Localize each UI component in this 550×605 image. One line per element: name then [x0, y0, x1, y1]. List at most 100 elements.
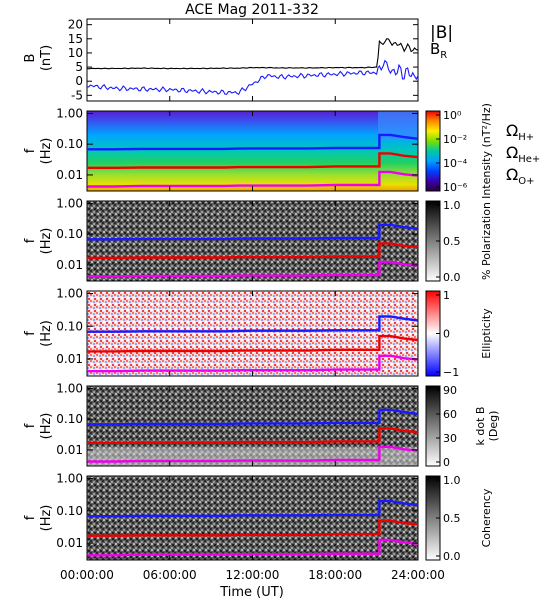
colorbar-tick-label: 10⁻⁶ — [443, 181, 468, 194]
colorbar-tick-label: 0 — [443, 328, 450, 341]
f-ytick-label: 0.10 — [56, 137, 83, 151]
x-tick-label: 12:00:00 — [226, 568, 280, 582]
colorbar-label: Ellipticity — [480, 308, 493, 359]
gyrofreq-line-oplus — [87, 354, 419, 373]
f-ytick-label: 1.00 — [56, 381, 83, 395]
gyro-legend-sub: O+ — [518, 176, 534, 187]
colorbar-tick-label: 0.5 — [443, 235, 461, 248]
f-ytick-label: 0.10 — [56, 504, 83, 518]
gyrofreq-line-hplus — [87, 315, 419, 333]
f-ytick-label: 0.10 — [56, 319, 83, 333]
colorbar-tick-label: 60 — [443, 408, 457, 421]
x-tick-label: 00:00:00 — [60, 568, 114, 582]
f-ytick-label: 1.00 — [56, 472, 83, 486]
gyro-legend-item: ΩHe+ — [506, 143, 540, 165]
f-ytick-label: 1.00 — [56, 196, 83, 210]
f-ylabel: f — [23, 515, 38, 520]
spectrogram-coherency — [87, 476, 418, 560]
legend-br: BR — [430, 40, 447, 61]
gyrofreq-line-hplus — [87, 408, 419, 426]
gyrofreq-line-heplus — [87, 152, 419, 170]
colorbar-intensity — [425, 110, 441, 192]
colorbar-tick-label: 0.5 — [443, 512, 461, 525]
x-tick-label: 18:00:00 — [308, 568, 362, 582]
gyrofreq-line-heplus — [87, 427, 419, 444]
gyrofreq-line-hplus — [87, 133, 419, 151]
f-ytick-label: 0.10 — [56, 227, 83, 241]
colorbar-label-unit: (Deg) — [487, 411, 500, 442]
b-ytick-label: 5 — [75, 60, 83, 74]
f-ytick-label: 0.01 — [56, 352, 83, 366]
gyro-legend-sub: He+ — [518, 154, 540, 165]
b-ytick-label: 10 — [68, 46, 83, 60]
f-ylabel: f — [23, 331, 38, 336]
colorbar-tick-label: 10⁻⁴ — [443, 157, 468, 170]
gyrofreq-line-hplus — [87, 499, 419, 518]
f-ytick-label: 0.10 — [56, 412, 83, 426]
series-babs — [86, 38, 419, 70]
f-ylabel-unit: (Hz) — [39, 505, 54, 532]
b-ylabel: B — [23, 54, 38, 63]
colorbar-tick-label: 0 — [443, 456, 450, 469]
gyrofreq-line-heplus — [87, 519, 419, 537]
legend-babs: |B| — [430, 23, 453, 43]
gyro-legend-sub: H+ — [518, 132, 534, 143]
spectrogram-polarization — [87, 201, 418, 281]
f-ytick-label: 0.01 — [56, 258, 83, 272]
colorbar-kdotb — [425, 385, 441, 467]
colorbar-label: Intensity (nT²/Hz) — [480, 103, 493, 199]
colorbar-tick-label: 10⁻² — [443, 133, 467, 146]
b-legend: |B| BR — [430, 23, 453, 61]
b-ytick-label: -5 — [71, 88, 83, 102]
f-ylabel: f — [23, 148, 38, 153]
colorbar-tick-label: 1.0 — [443, 474, 461, 487]
colorbar-tick-label: 0.0 — [443, 271, 461, 284]
gyrofreq-line-hplus — [87, 223, 419, 241]
f-ylabel: f — [23, 238, 38, 243]
figure-title: ACE Mag 2011-332 — [185, 2, 319, 18]
b-ytick-label: 20 — [68, 18, 83, 32]
f-ytick-label: 1.00 — [56, 106, 83, 120]
colorbar-tick-label: 10⁰ — [443, 109, 462, 122]
f-ylabel-unit: (Hz) — [39, 138, 54, 165]
x-tick-label: 06:00:00 — [143, 568, 197, 582]
x-tick-label: 24:00:00 — [391, 568, 445, 582]
b-panel-frame — [86, 18, 419, 102]
colorbar-tick-label: 1 — [443, 289, 450, 302]
x-axis-label: Time (UT) — [219, 585, 284, 600]
gyro-legend-item: ΩO+ — [506, 165, 534, 187]
colorbar-tick-label: 1.0 — [443, 199, 461, 212]
gyrofreq-line-heplus — [87, 242, 419, 259]
colorbar-label: Coherency — [480, 488, 493, 547]
f-ytick-label: 0.01 — [56, 443, 83, 457]
series-br — [87, 59, 419, 96]
spectrogram-intensity — [87, 111, 418, 191]
gyrofreq-line-oplus — [87, 445, 419, 463]
f-ytick-label: 0.01 — [56, 536, 83, 550]
gyrofreq-line-oplus — [87, 170, 419, 188]
f-ylabel-unit: (Hz) — [39, 413, 54, 440]
f-ytick-label: 1.00 — [56, 287, 83, 301]
f-ylabel-unit: (Hz) — [39, 228, 54, 255]
gyrofreq-line-oplus — [87, 538, 419, 557]
b-ytick-label: 0 — [75, 74, 83, 88]
f-ytick-label: 0.01 — [56, 168, 83, 182]
gyrofreq-line-heplus — [87, 334, 419, 353]
x-axis: 00:00:00 06:00:00 12:00:00 18:00:00 24:00:00 — [60, 19, 445, 582]
colorbar-tick-label: −1 — [443, 366, 459, 379]
gyrofreq-line-oplus — [87, 260, 419, 278]
colorbar-tick-label: 0.0 — [443, 550, 461, 563]
colorbar-label: % Polarization — [480, 202, 493, 280]
gyro-legend: ΩH+ΩHe+ΩO+ — [506, 121, 540, 187]
colorbar-tick-label: 90 — [443, 384, 457, 397]
f-ylabel: f — [23, 423, 38, 428]
spectrogram-ellipticity — [87, 291, 418, 376]
colorbar-tick-label: 30 — [443, 432, 457, 445]
b-ylabel-unit: (nT) — [39, 45, 54, 71]
gyro-legend-item: ΩH+ — [506, 121, 534, 143]
b-ytick-label: 15 — [68, 32, 83, 46]
f-ylabel-unit: (Hz) — [39, 320, 54, 347]
colorbar-label: k dot B — [474, 407, 487, 446]
